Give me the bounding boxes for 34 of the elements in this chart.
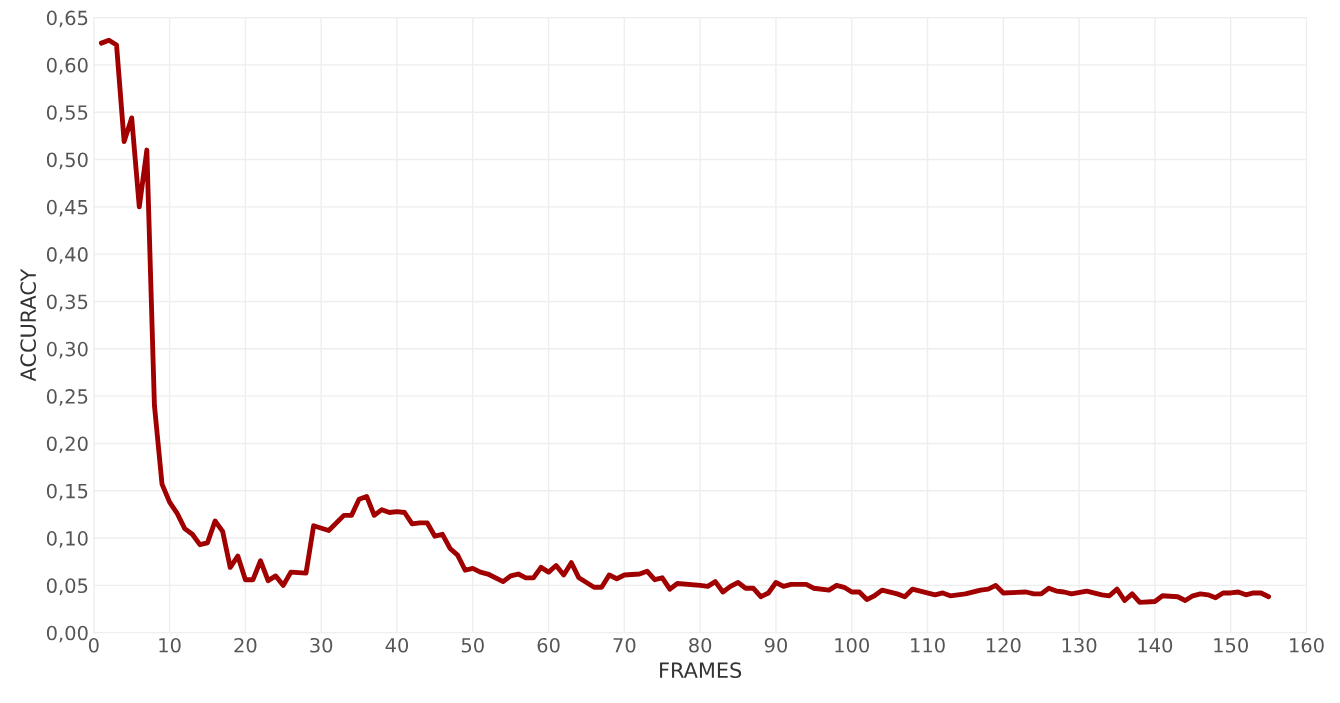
y-tick-label: 0,10 — [46, 531, 88, 548]
x-tick-label: 130 — [1062, 637, 1097, 653]
y-tick-label: 0,60 — [46, 57, 88, 75]
x-tick-label: 40 — [385, 637, 409, 653]
x-axis-title: FRAMES — [660, 662, 742, 679]
y-tick-label: 0,50 — [46, 152, 88, 170]
x-tick-label: 50 — [461, 637, 484, 653]
y-tick-label: 0,65 — [46, 10, 88, 28]
y-axis-title: ACCURACY — [20, 268, 37, 382]
y-tick-label: 0,35 — [46, 294, 88, 312]
x-tick-label: 70 — [613, 637, 636, 653]
x-tick-label: 160 — [1290, 637, 1324, 653]
x-tick-label: 0 — [88, 637, 99, 653]
line-series — [98, 37, 1272, 605]
x-tick-label: 10 — [159, 637, 181, 653]
x-tick-label: 140 — [1138, 637, 1173, 653]
y-tick-label: 0,45 — [46, 199, 88, 217]
y-tick-label: 0,15 — [46, 483, 88, 501]
y-tick-label: 0,20 — [46, 436, 88, 454]
x-tick-label: 30 — [310, 637, 333, 653]
x-tick-label: 80 — [689, 637, 712, 653]
y-tick-label: 0,05 — [46, 578, 88, 596]
x-tick-label: 100 — [835, 637, 869, 653]
y-tick-label: 0,40 — [46, 247, 88, 264]
x-tick-label: 150 — [1214, 637, 1248, 653]
x-tick-label: 20 — [234, 637, 257, 653]
x-tick-label: 60 — [537, 637, 560, 653]
y-tick-label: 0,00 — [46, 625, 88, 643]
x-tick-label: 110 — [911, 637, 945, 653]
x-tick-label: 120 — [986, 637, 1021, 653]
y-tick-label: 0,30 — [46, 341, 88, 359]
y-tick-label: 0,25 — [46, 389, 88, 406]
y-tick-label: 0,55 — [46, 105, 88, 122]
x-tick-label: 90 — [764, 637, 788, 653]
